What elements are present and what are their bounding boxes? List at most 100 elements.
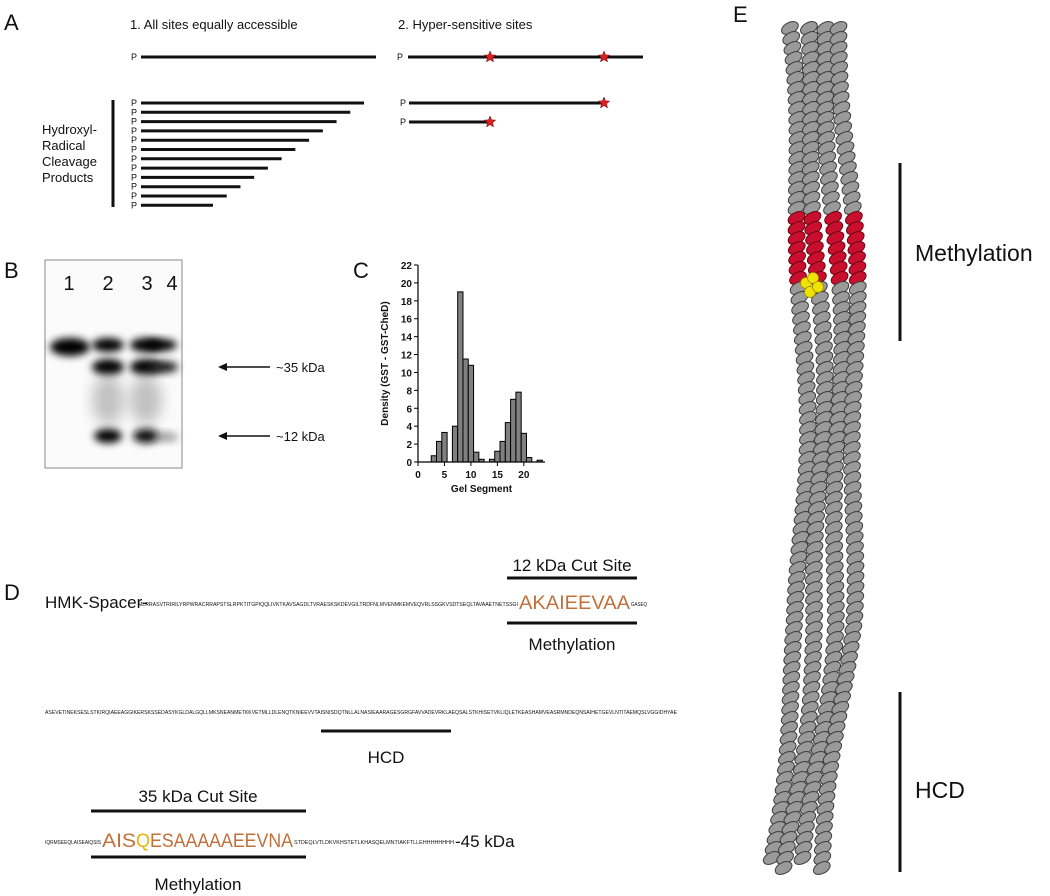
y-tick-label: 8	[406, 386, 412, 397]
sequence: MLRRASVTRIRILYRPWRACRRAPSTSLRPKTITGPIQQL…	[138, 602, 518, 608]
p-label: P	[131, 163, 137, 173]
y-tick-label: 20	[401, 279, 413, 290]
lane-label: 1	[63, 273, 74, 295]
sequence: IQRMSEEQLAISEAIQSIS	[45, 840, 102, 846]
star	[483, 50, 497, 63]
p-label: P	[131, 154, 137, 164]
p-label: P	[397, 52, 403, 62]
bar	[520, 432, 527, 463]
x-tick-label: 10	[465, 470, 477, 481]
products-label-line: Products	[42, 170, 94, 185]
residue-sphere	[807, 272, 819, 284]
x-tick-label: 0	[415, 470, 421, 481]
sequence: GASEQ	[631, 602, 647, 608]
heading: 1. All sites equally accessible	[130, 17, 298, 32]
panel-letter: A	[4, 10, 19, 35]
products-label-line: Radical	[42, 138, 85, 153]
band	[133, 429, 159, 443]
cut-site-sequence: AIS	[102, 831, 136, 852]
cut-site-label: 12 kDa Cut Site	[512, 556, 631, 575]
bar	[515, 391, 522, 463]
bar	[430, 455, 438, 463]
smear	[130, 375, 162, 425]
p-label: P	[131, 117, 137, 127]
p-label: P	[131, 107, 137, 117]
band	[94, 429, 122, 443]
bar	[462, 358, 469, 463]
products-label-line: Hydroxyl-	[42, 122, 97, 137]
region-label: Methylation	[529, 635, 616, 654]
panel-letter: D	[4, 580, 20, 605]
cut-site-residue: Q	[136, 831, 150, 852]
x-axis-label: Gel Segment	[451, 484, 513, 495]
y-tick-label: 6	[406, 404, 412, 415]
arrows	[218, 363, 270, 440]
arrow-head	[218, 432, 227, 440]
band	[154, 432, 178, 442]
heading: 2. Hyper-sensitive sites	[398, 17, 533, 32]
star	[483, 115, 497, 128]
residue-sphere	[812, 281, 824, 293]
lane-label: 3	[141, 273, 152, 295]
p-label: P	[400, 117, 406, 127]
p-label: P	[131, 52, 137, 62]
x-tick-label: 15	[492, 470, 504, 481]
bar	[510, 398, 517, 463]
p-label: P	[131, 182, 137, 192]
bar	[457, 291, 464, 463]
p-label: P	[400, 98, 406, 108]
band	[92, 359, 124, 375]
x-tick-label: 20	[518, 470, 530, 481]
sequence-suffix: -45 kDa	[455, 832, 515, 851]
p-label: P	[131, 126, 137, 136]
y-tick-label: 0	[406, 458, 412, 469]
y-axis-label: Density (GST - GST-CheD)	[380, 301, 391, 425]
p-label: P	[131, 145, 137, 155]
sequence: ASEVETINEKSESLSTKIRQIAEEAGGIKERSKSSEDASY…	[45, 710, 678, 716]
p-label: P	[131, 172, 137, 182]
band	[50, 338, 90, 356]
helix-turn	[793, 851, 812, 865]
y-tick-label: 18	[401, 297, 413, 308]
p-label: P	[131, 98, 137, 108]
x-tick-label: 5	[442, 470, 448, 481]
p-label: P	[131, 191, 137, 201]
y-tick-label: 10	[401, 368, 413, 379]
y-tick-label: 4	[406, 422, 412, 433]
y-tick-label: 12	[401, 351, 413, 362]
bar-chart: 0 2 4 6 8 10 12 14 16 18 20 22 0 5 10 15 20 Gel Segment De…	[380, 261, 545, 495]
region-label: Methylation	[155, 875, 242, 894]
helix-turn	[774, 861, 793, 875]
panel-letter: E	[733, 2, 748, 27]
cut-site-sequence: ESAAAAAEEVNA	[150, 831, 293, 852]
p-label: P	[131, 200, 137, 210]
band	[150, 361, 178, 373]
sequence: STDEQLVTLDKVKHSTETLKHASQELMNTIAKFTLLEHHH…	[294, 840, 454, 846]
helix-turn	[812, 861, 831, 875]
region-label: HCD	[915, 777, 965, 803]
star	[597, 50, 611, 63]
protein-structure	[762, 21, 867, 875]
marker-label: ~35 kDa	[276, 360, 326, 375]
bar	[499, 440, 506, 463]
y-tick-label: 22	[401, 261, 413, 272]
bar	[436, 440, 443, 463]
bar	[473, 451, 480, 463]
y-tick-label: 2	[406, 440, 412, 451]
star	[597, 96, 611, 109]
smear	[92, 375, 124, 425]
y-tick-label: 14	[401, 333, 413, 344]
hypersensitive-products: PP	[400, 98, 604, 127]
gel-bands	[50, 338, 178, 443]
band	[145, 339, 177, 351]
region-label: HCD	[368, 748, 405, 767]
band	[92, 338, 124, 352]
region-label: Methylation	[915, 240, 1033, 266]
marker-label: ~12 kDa	[276, 429, 326, 444]
bar	[525, 457, 533, 463]
bar	[504, 422, 512, 463]
